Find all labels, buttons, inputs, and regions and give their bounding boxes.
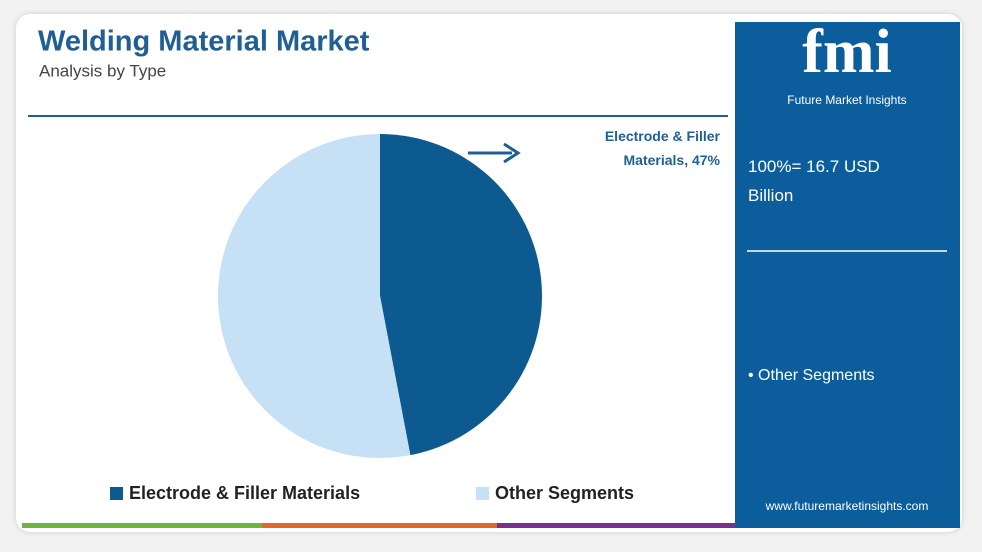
chart-subtitle: Analysis by Type <box>39 61 166 80</box>
legend-label: Electrode & Filler Materials <box>129 483 360 503</box>
total-note: 100%= 16.7 USD Billion <box>748 157 880 205</box>
legend-swatch <box>476 487 489 500</box>
data-label: Electrode & Filler Materials, 47% <box>604 128 720 168</box>
legend-label: Other Segments <box>495 483 634 503</box>
footer-bar <box>262 523 497 528</box>
chart-title: Welding Material Market <box>38 26 370 58</box>
logo-name: Future Market Insights <box>787 93 906 107</box>
url: www.futuremarketinsights.com <box>765 499 929 513</box>
footer-bar <box>22 523 262 528</box>
segment-note: • Other Segments <box>748 367 875 384</box>
logo: fmi <box>802 18 892 86</box>
legend-swatch <box>110 487 123 500</box>
footer-bar <box>497 523 735 528</box>
pie-slice <box>380 134 543 456</box>
arrow-head <box>503 142 521 164</box>
sidebar <box>735 22 960 528</box>
pie-slice <box>218 134 411 458</box>
